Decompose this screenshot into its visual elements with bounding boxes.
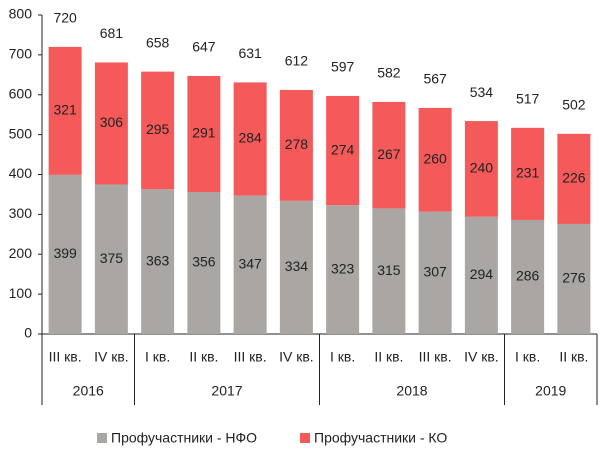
value-label: 267 [377,146,401,162]
y-tick-label: 200 [9,245,33,261]
value-label: 356 [192,254,216,270]
x-group-label: 2017 [211,383,242,399]
bar-segment [464,121,498,217]
x-tick-label: I кв. [330,349,355,365]
x-tick-label: II кв. [559,349,588,365]
x-tick-label: III кв. [234,349,267,365]
bar-segment [94,62,128,185]
value-label: 347 [238,256,262,272]
bar-segment [233,82,267,196]
bar-segment [418,211,452,334]
y-tick-label: 0 [24,325,32,341]
value-label: 286 [516,268,540,284]
value-label: 315 [377,262,401,278]
x-tick-label: I кв. [515,349,540,365]
value-label: 294 [470,266,494,282]
y-tick-label: 700 [9,46,33,62]
value-label: 307 [423,263,447,279]
value-label: 323 [331,260,355,276]
bar-segment [372,101,406,209]
total-label: 502 [562,97,586,113]
bar-segment [557,223,591,334]
total-label: 534 [470,84,494,100]
legend-label: Профучастники - КО [314,430,447,446]
x-tick-label: IV кв. [94,349,129,365]
y-tick-label: 600 [9,85,33,101]
x-tick-label: II кв. [374,349,403,365]
total-label: 647 [192,39,216,55]
x-tick-label: IV кв. [464,349,499,365]
total-label: 681 [100,25,124,41]
x-tick-label: II кв. [189,349,218,365]
x-tick-label: III кв. [49,349,82,365]
bar-segment [48,46,82,175]
bar-segment [233,195,267,334]
bar-segment [48,174,82,334]
value-label: 375 [100,250,124,266]
bar-segment [418,107,452,212]
x-tick-label: IV кв. [279,349,314,365]
bar-segment [326,205,360,334]
value-label: 276 [562,270,586,286]
bar-segment [326,95,360,206]
y-tick-label: 400 [9,165,33,181]
y-tick-label: 300 [9,205,33,221]
total-label: 597 [331,59,355,75]
bar-segment [511,219,545,334]
bar-segment [279,200,313,334]
bar-segment [511,127,545,220]
value-label: 231 [516,165,540,181]
value-label: 240 [470,160,494,176]
value-label: 399 [53,245,77,261]
total-label: 567 [423,71,447,87]
bar-segment [372,208,406,334]
value-label: 334 [285,258,309,274]
total-label: 720 [53,10,77,26]
y-tick-label: 500 [9,125,33,141]
total-label: 582 [377,65,401,81]
x-tick-label: III кв. [419,349,452,365]
total-label: 612 [285,53,309,69]
value-label: 278 [285,136,309,152]
value-label: 363 [146,252,170,268]
bar-segment [187,76,221,193]
x-tick-label: I кв. [145,349,170,365]
total-label: 658 [146,34,170,50]
value-label: 274 [331,141,355,157]
value-label: 295 [146,121,170,137]
value-label: 291 [192,125,216,141]
bar-segment [279,89,313,201]
x-group-label: 2018 [396,383,427,399]
bar-segment [557,133,591,224]
value-label: 321 [53,102,77,118]
legend-swatch [300,433,310,443]
x-group-label: 2016 [73,383,104,399]
y-tick-label: 800 [9,6,33,22]
bar-segment [94,184,128,334]
total-label: 517 [516,91,540,107]
x-group-label: 2019 [535,383,566,399]
y-tick-label: 100 [9,285,33,301]
legend-swatch [97,433,107,443]
value-label: 226 [562,170,586,186]
value-label: 260 [423,150,447,166]
total-label: 631 [238,45,262,61]
value-label: 306 [100,114,124,130]
value-label: 284 [238,130,262,146]
bar-segment [464,216,498,334]
legend-label: Профучастники - НФО [111,430,257,446]
bar-segment [141,189,175,334]
bar-segment [187,192,221,334]
bar-segment [141,71,175,190]
